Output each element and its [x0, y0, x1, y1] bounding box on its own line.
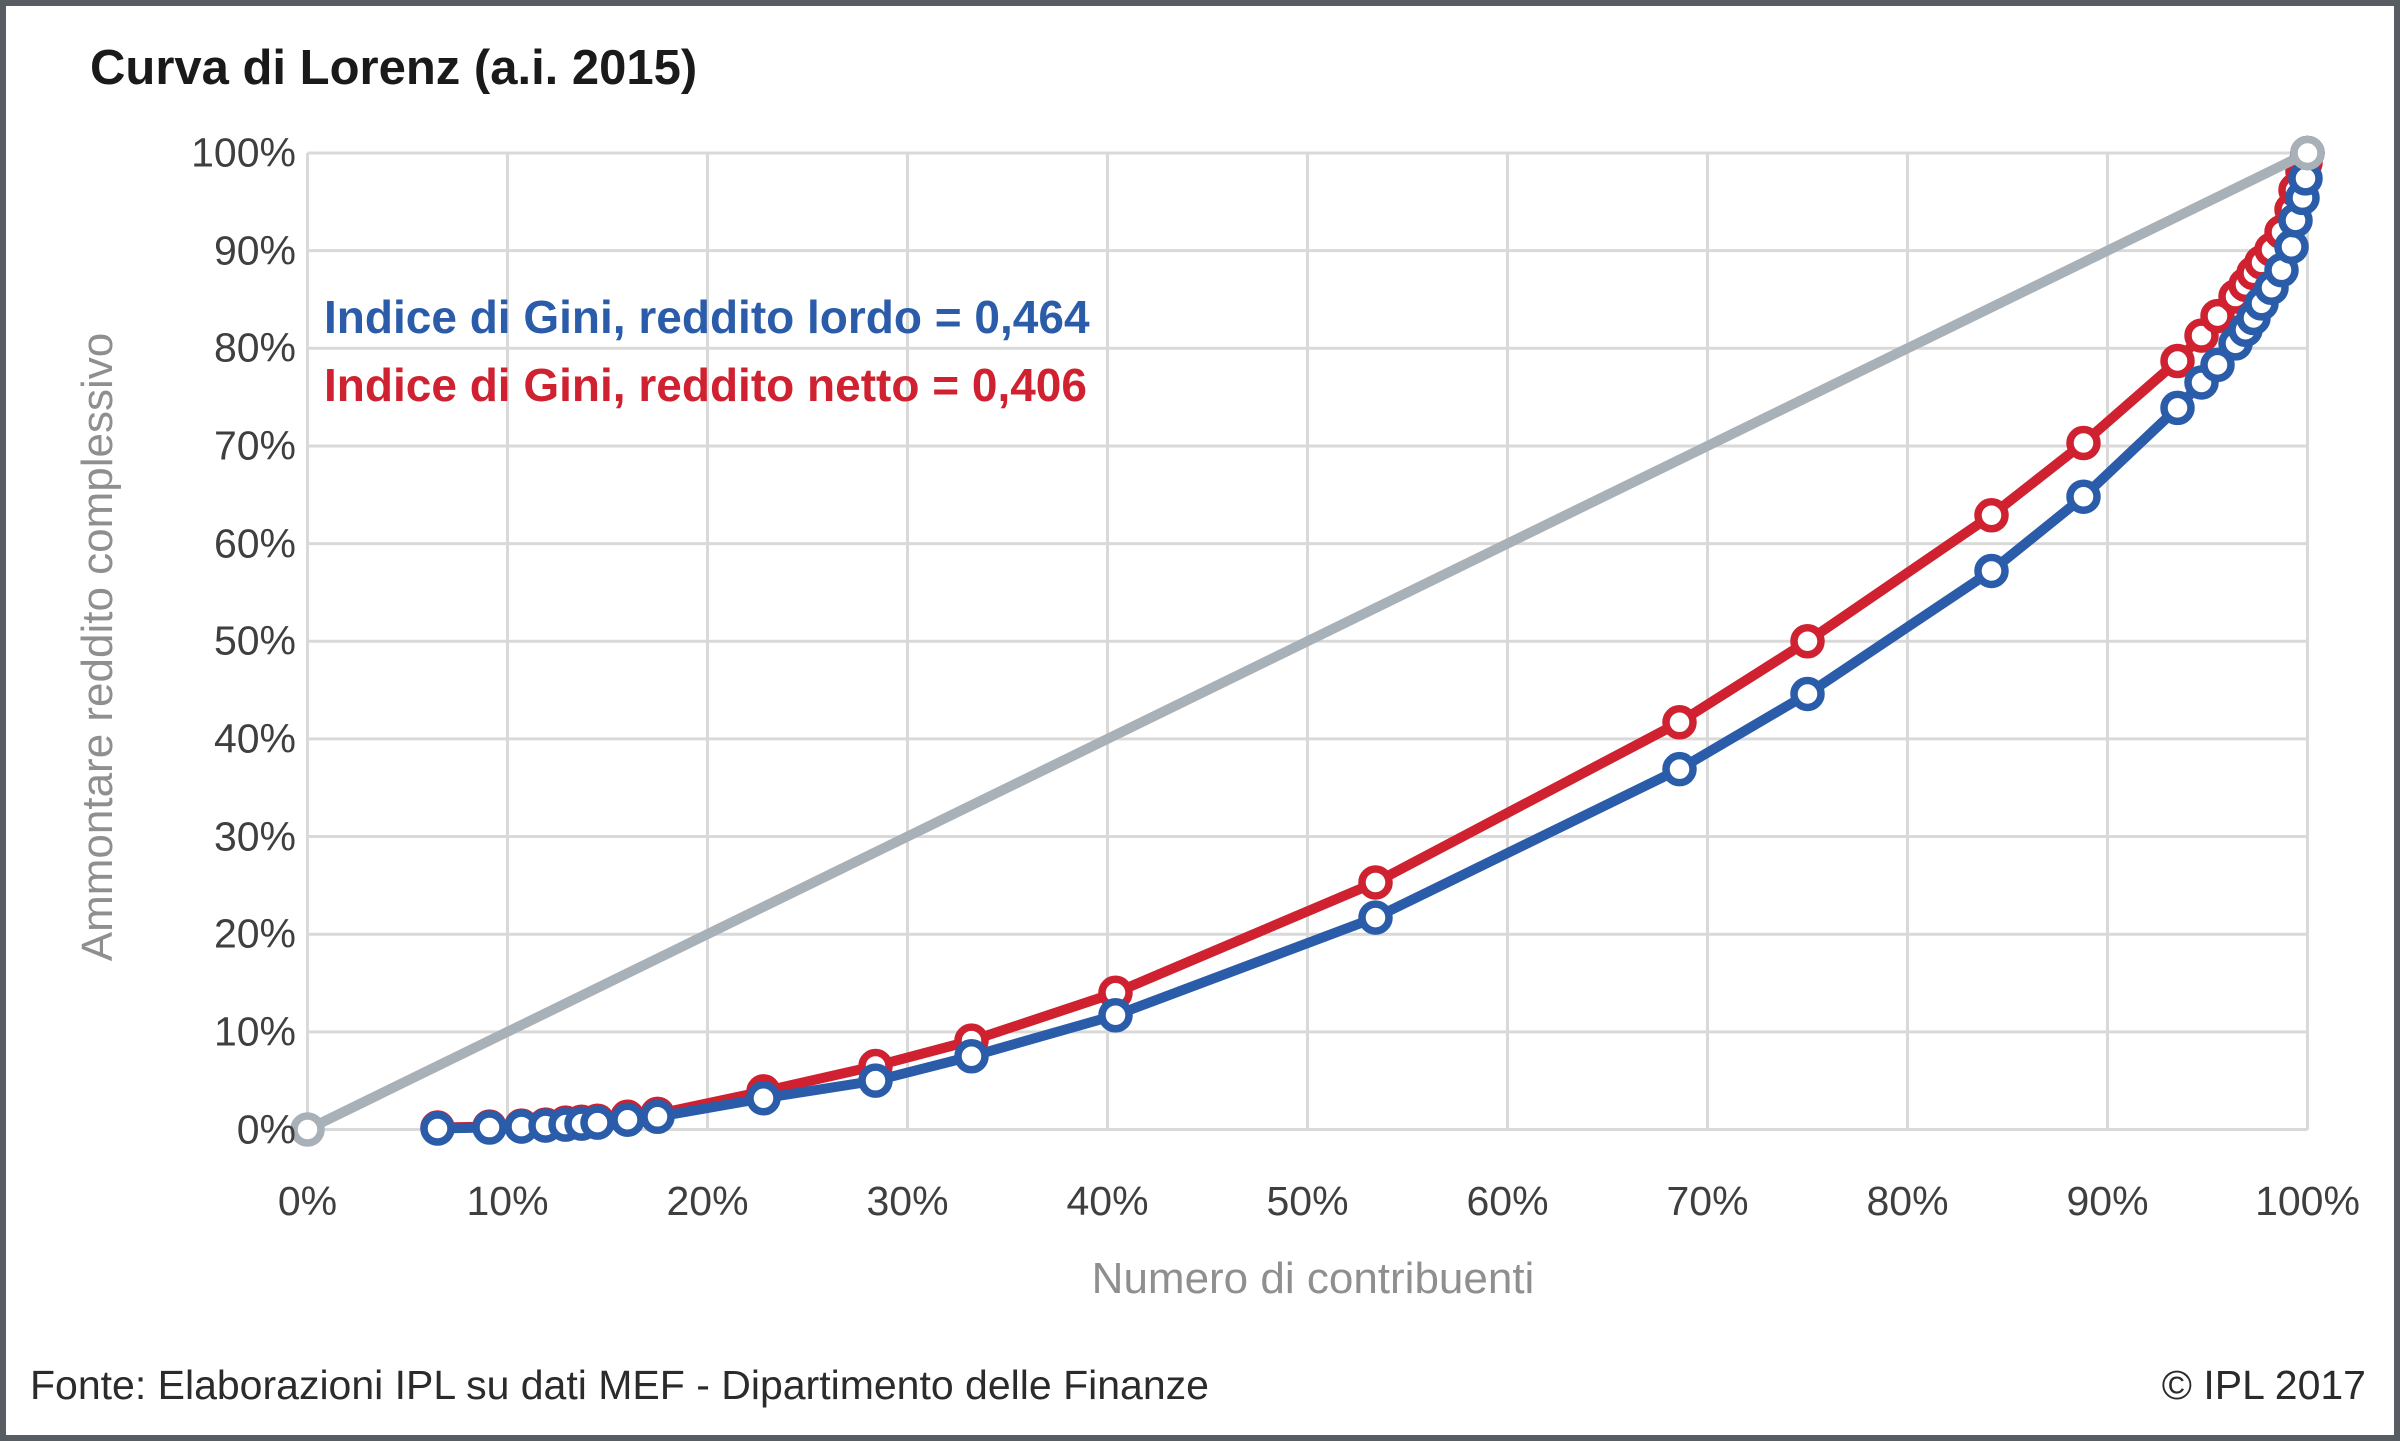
y-tick-label: 90% — [213, 227, 296, 274]
copyright-note: © IPL 2017 — [2161, 1362, 2366, 1408]
x-tick-label: 30% — [866, 1178, 949, 1224]
x-tick-label: 40% — [1066, 1178, 1149, 1224]
x-tick-label: 20% — [666, 1178, 749, 1224]
y-tick-label: 30% — [213, 813, 296, 860]
x-tick-label: 10% — [466, 1178, 549, 1224]
y-axis-title: Ammontare reddito complessivo — [73, 332, 122, 962]
y-tick-label: 10% — [213, 1008, 296, 1055]
chart-plot-area — [290, 135, 2325, 1147]
x-axis-title: Numero di contribuenti — [1091, 1254, 1535, 1303]
x-tick-label: 70% — [1666, 1178, 1749, 1224]
x-tick-label: 0% — [277, 1178, 338, 1224]
gini-netto-annotation: Indice di Gini, reddito netto = 0,406 — [324, 359, 1087, 411]
y-tick-label: 70% — [213, 422, 296, 469]
x-tick-label: 90% — [2066, 1178, 2149, 1224]
x-tick-label: 50% — [1266, 1178, 1349, 1224]
x-tick-label: 80% — [1866, 1178, 1949, 1224]
y-tick-label: 50% — [213, 617, 296, 664]
y-tick-label: 0% — [236, 1106, 296, 1152]
series-reddito-lordo — [420, 135, 2325, 1146]
equality-line — [290, 135, 2325, 1147]
x-tick-label: 60% — [1466, 1178, 1549, 1224]
chart-title: Curva di Lorenz (a.i. 2015) — [90, 41, 698, 95]
y-tick-label: 20% — [213, 910, 296, 957]
gridlines — [306, 151, 2309, 1131]
x-tick-label: 100% — [2255, 1178, 2360, 1224]
gini-lordo-annotation: Indice di Gini, reddito lordo = 0,464 — [324, 291, 1090, 343]
y-tick-label: 80% — [213, 324, 296, 371]
y-tick-label: 60% — [213, 520, 296, 567]
source-note: Fonte: Elaborazioni IPL su dati MEF - Di… — [30, 1362, 1209, 1408]
y-tick-label: 40% — [213, 715, 296, 762]
y-tick-label: 100% — [191, 129, 296, 176]
